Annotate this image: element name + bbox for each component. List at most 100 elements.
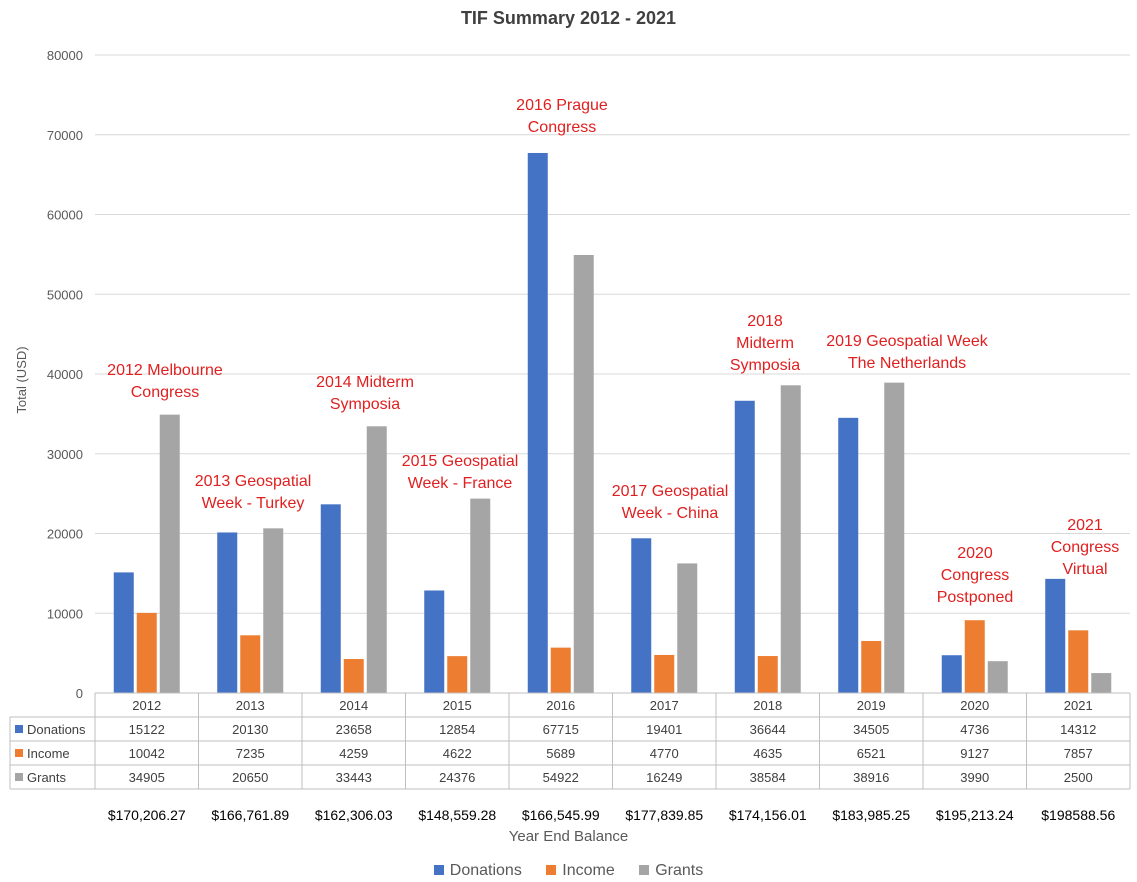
x-tick-label: 2015 <box>443 698 472 713</box>
annotation-2021: Congress <box>1051 539 1119 556</box>
data-label: 67715 <box>543 722 579 737</box>
x-tick-label: 2019 <box>857 698 886 713</box>
y-tick-label: 70000 <box>47 128 83 143</box>
bar-grants-2021 <box>1091 673 1112 693</box>
annotation-2015: Week - France <box>408 475 513 492</box>
x-tick-label: 2013 <box>236 698 265 713</box>
bar-donations-2020 <box>941 655 962 693</box>
bar-grants-2012 <box>159 414 180 693</box>
legend-item-income: Income <box>546 862 615 880</box>
data-label: 4770 <box>650 746 679 761</box>
bar-grants-2019 <box>884 382 905 693</box>
data-label: 38916 <box>853 770 889 785</box>
data-label: 14312 <box>1060 722 1096 737</box>
year-end-balance: $195,213.24 <box>936 807 1014 823</box>
chart-title: TIF Summary 2012 - 2021 <box>460 8 677 28</box>
annotation-2017: Week - China <box>622 505 719 522</box>
y-tick-label: 80000 <box>47 48 83 63</box>
bar-grants-2016 <box>573 254 594 693</box>
x-axis-label: Year End Balance <box>508 828 629 845</box>
table-key-grants <box>15 773 23 781</box>
bar-grants-2015 <box>470 498 491 693</box>
y-tick-label: 50000 <box>47 287 83 302</box>
year-end-balance: $162,306.03 <box>315 807 393 823</box>
data-label: 36644 <box>750 722 786 737</box>
bar-grants-2020 <box>987 661 1008 693</box>
data-label: 54922 <box>543 770 579 785</box>
data-label: 20650 <box>232 770 268 785</box>
bar-donations-2021 <box>1045 578 1066 693</box>
data-label: 7857 <box>1064 746 1093 761</box>
x-tick-label: 2021 <box>1064 698 1093 713</box>
year-end-balance: $177,839.85 <box>625 807 703 823</box>
table-key-income <box>15 749 23 757</box>
data-label: 4736 <box>960 722 989 737</box>
data-label: 20130 <box>232 722 268 737</box>
data-label: 4622 <box>443 746 472 761</box>
data-label: 6521 <box>857 746 886 761</box>
annotation-2016: Congress <box>528 119 596 136</box>
bar-donations-2016 <box>527 152 548 693</box>
data-label: 5689 <box>546 746 575 761</box>
legend-swatch-grants <box>639 865 650 875</box>
bar-grants-2013 <box>263 528 284 693</box>
data-label: 19401 <box>646 722 682 737</box>
data-label: 23658 <box>336 722 372 737</box>
table-row-label: Donations <box>27 722 86 737</box>
bar-donations-2015 <box>424 590 445 693</box>
legend-swatch-donations <box>433 865 444 875</box>
table-row-label: Income <box>27 746 70 761</box>
bar-donations-2012 <box>113 572 134 693</box>
bar-income-2013 <box>240 635 261 693</box>
year-end-balance: $166,761.89 <box>211 807 289 823</box>
annotation-2017: 2017 Geospatial <box>612 483 729 500</box>
year-end-balance: $148,559.28 <box>418 807 496 823</box>
x-tick-label: 2016 <box>546 698 575 713</box>
annotation-2020: 2020 <box>957 545 993 562</box>
bar-income-2018 <box>757 656 778 693</box>
bar-donations-2019 <box>838 417 859 693</box>
bar-income-2021 <box>1068 630 1089 693</box>
year-end-balance: $170,206.27 <box>108 807 186 823</box>
data-label: 15122 <box>129 722 165 737</box>
bar-income-2017 <box>654 654 675 693</box>
annotation-2016: 2016 Prague <box>516 97 608 114</box>
bar-donations-2014 <box>320 504 341 693</box>
annotation-2013: 2013 Geospatial <box>195 473 312 490</box>
data-label: 10042 <box>129 746 165 761</box>
data-label: 24376 <box>439 770 475 785</box>
x-tick-label: 2014 <box>339 698 368 713</box>
bar-donations-2017 <box>631 538 652 693</box>
bar-grants-2018 <box>780 385 801 693</box>
bar-income-2019 <box>861 640 882 693</box>
y-tick-label: 40000 <box>47 367 83 382</box>
year-end-balance: $198588.56 <box>1041 807 1115 823</box>
annotation-2021: Virtual <box>1062 561 1107 578</box>
y-tick-label: 60000 <box>47 208 83 223</box>
data-label: 16249 <box>646 770 682 785</box>
data-label: 3990 <box>960 770 989 785</box>
legend: Donations Income Grants <box>0 862 1137 880</box>
data-label: 38584 <box>750 770 786 785</box>
bar-income-2016 <box>550 647 571 693</box>
annotation-2019: The Netherlands <box>848 355 966 372</box>
annotation-2018: Midterm <box>736 335 794 352</box>
annotation-2013: Week - Turkey <box>202 495 305 512</box>
x-tick-label: 2020 <box>960 698 989 713</box>
annotation-2014: Symposia <box>330 396 400 413</box>
data-label: 34505 <box>853 722 889 737</box>
data-label: 12854 <box>439 722 475 737</box>
legend-label-income: Income <box>562 862 615 879</box>
bar-income-2015 <box>447 656 468 693</box>
bar-donations-2018 <box>734 400 755 693</box>
year-end-balance: $166,545.99 <box>522 807 600 823</box>
table-key-donations <box>15 725 23 733</box>
x-tick-label: 2018 <box>753 698 782 713</box>
annotation-2020: Postponed <box>937 589 1014 606</box>
bar-income-2014 <box>343 659 364 693</box>
annotation-2018: 2018 <box>747 313 783 330</box>
table-row-label: Grants <box>27 770 67 785</box>
x-tick-label: 2012 <box>132 698 161 713</box>
y-tick-label: 0 <box>76 686 83 701</box>
